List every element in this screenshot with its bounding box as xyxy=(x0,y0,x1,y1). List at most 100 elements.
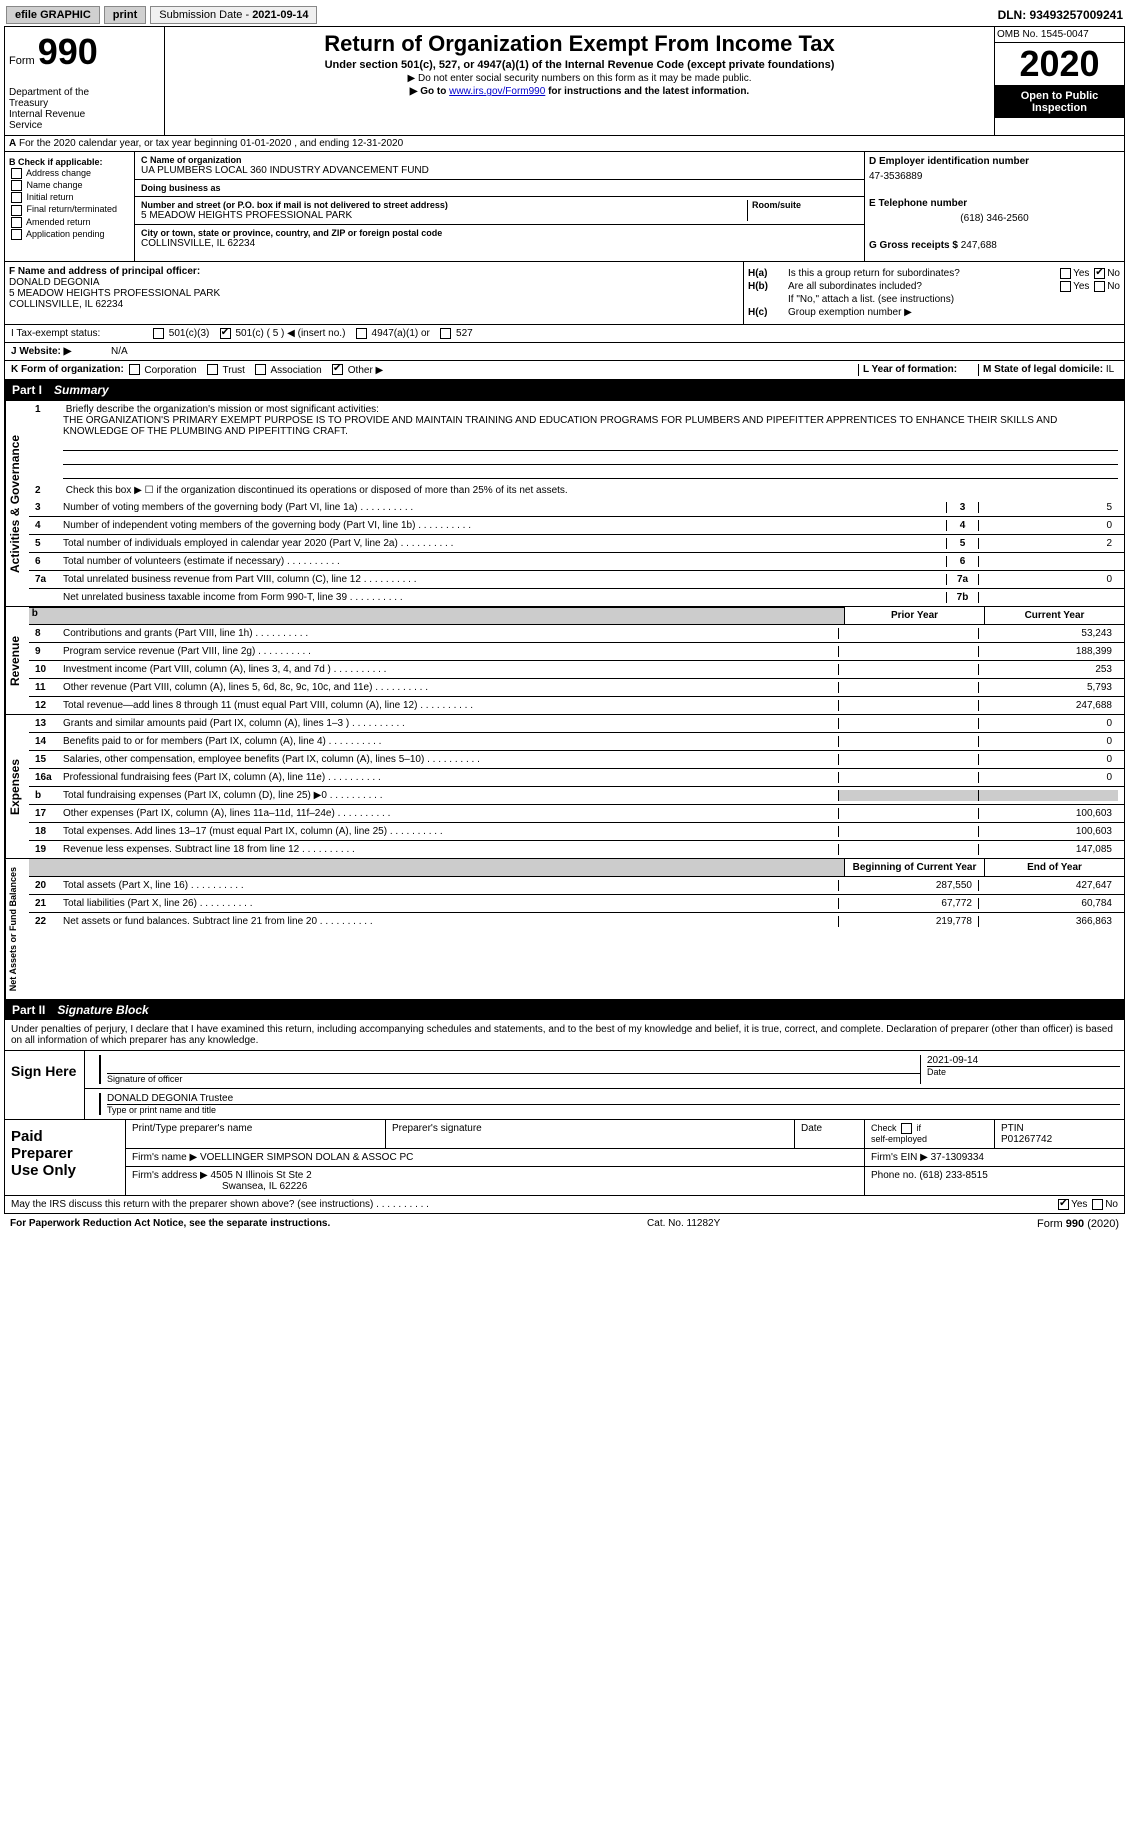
city-value: COLLINSVILLE, IL 62234 xyxy=(141,238,858,249)
l-label: L Year of formation: xyxy=(863,364,957,375)
h-a-no-checkbox[interactable] xyxy=(1094,268,1105,279)
expense-line: 18Total expenses. Add lines 13–17 (must … xyxy=(29,823,1124,841)
checkbox[interactable] xyxy=(11,192,22,203)
no-label: No xyxy=(1107,268,1120,279)
expenses-section: Expenses 13Grants and similar amounts pa… xyxy=(4,715,1125,859)
checkbox[interactable] xyxy=(11,229,22,240)
signature-block: Under penalties of perjury, I declare th… xyxy=(4,1020,1125,1214)
i-checkbox[interactable] xyxy=(440,328,451,339)
footer-form-word: Form xyxy=(1037,1218,1066,1230)
ptin-label: PTIN xyxy=(1001,1123,1024,1134)
k-checkbox[interactable] xyxy=(207,364,218,375)
h-a-yes-checkbox[interactable] xyxy=(1060,268,1071,279)
f-label: F Name and address of principal officer: xyxy=(9,266,200,277)
net-assets-col-headers: Beginning of Current Year End of Year xyxy=(29,859,1124,877)
i-checkbox[interactable] xyxy=(356,328,367,339)
firm-name-value: VOELLINGER SIMPSON DOLAN & ASSOC PC xyxy=(200,1152,413,1163)
firm-name-label: Firm's name ▶ xyxy=(132,1152,197,1163)
form-title: Return of Organization Exempt From Incom… xyxy=(169,31,990,57)
k-checkbox[interactable] xyxy=(255,364,266,375)
ein-value: 47-3536889 xyxy=(869,171,1120,182)
j-label: J Website: ▶ xyxy=(11,346,111,357)
expense-line: 16aProfessional fundraising fees (Part I… xyxy=(29,769,1124,787)
k-checkbox[interactable] xyxy=(129,364,140,375)
checkbox[interactable] xyxy=(11,205,22,216)
footer-right: Form 990 (2020) xyxy=(1037,1218,1119,1230)
form990-link[interactable]: www.irs.gov/Form990 xyxy=(449,86,545,97)
checkbox[interactable] xyxy=(11,168,22,179)
h-b-no-checkbox[interactable] xyxy=(1094,281,1105,292)
department-label: Department of theTreasuryInternal Revenu… xyxy=(9,87,160,131)
discuss-yes-checkbox[interactable] xyxy=(1058,1199,1069,1210)
firm-ein-label: Firm's EIN ▶ xyxy=(871,1152,928,1163)
line-1-label: Briefly describe the organization's miss… xyxy=(66,404,379,415)
h-b-note: If "No," attach a list. (see instruction… xyxy=(788,294,1120,305)
tab-activities-governance: Activities & Governance xyxy=(5,401,29,606)
discuss-yes-label: Yes xyxy=(1071,1199,1087,1210)
net-assets-line: 20Total assets (Part X, line 16)287,5504… xyxy=(29,877,1124,895)
name-title-label: Type or print name and title xyxy=(107,1104,1120,1115)
firm-addr-2: Swansea, IL 62226 xyxy=(222,1181,307,1192)
h-b-text: Are all subordinates included? xyxy=(788,281,1058,292)
part-2-title: Signature Block xyxy=(57,1003,148,1017)
checkbox[interactable] xyxy=(11,180,22,191)
current-year-header: Current Year xyxy=(984,607,1124,624)
column-d-ein-phone: D Employer identification number 47-3536… xyxy=(864,152,1124,261)
discuss-question: May the IRS discuss this return with the… xyxy=(11,1199,1056,1210)
revenue-line: 12Total revenue—add lines 8 through 11 (… xyxy=(29,697,1124,714)
instr2-post: for instructions and the latest informat… xyxy=(548,86,749,97)
gov-line: 4Number of independent voting members of… xyxy=(29,517,1124,535)
dba-label: Doing business as xyxy=(141,183,858,193)
footer-cat-no: Cat. No. 11282Y xyxy=(330,1218,1037,1230)
form-word: Form xyxy=(9,55,35,67)
expense-line: 19Revenue less expenses. Subtract line 1… xyxy=(29,841,1124,858)
h-b-yes-checkbox[interactable] xyxy=(1060,281,1071,292)
tax-year: 2020 xyxy=(995,43,1124,86)
net-assets-section: Net Assets or Fund Balances Beginning of… xyxy=(4,859,1125,1000)
form-subtitle: Under section 501(c), 527, or 4947(a)(1)… xyxy=(169,59,990,71)
gov-line: 3Number of voting members of the governi… xyxy=(29,499,1124,517)
signature-date: 2021-09-14 xyxy=(927,1055,1120,1066)
firm-ein-value: 37-1309334 xyxy=(931,1152,984,1163)
entity-info-grid: B Check if applicable: Address change Na… xyxy=(4,152,1125,262)
i-checkbox[interactable] xyxy=(220,328,231,339)
yes-label-2: Yes xyxy=(1073,281,1089,292)
address-value: 5 MEADOW HEIGHTS PROFESSIONAL PARK xyxy=(141,210,747,221)
firm-phone-value: (618) 233-8515 xyxy=(919,1170,987,1181)
h-b-label: H(b) xyxy=(748,281,788,292)
i-label: I Tax-exempt status: xyxy=(11,328,151,339)
line-k-form-org: K Form of organization: Corporation Trus… xyxy=(4,361,1125,379)
officer-addr2: COLLINSVILLE, IL 62234 xyxy=(9,299,123,310)
instruction-1: ▶ Do not enter social security numbers o… xyxy=(169,73,990,84)
efile-button[interactable]: efile GRAPHIC xyxy=(6,6,100,24)
yes-label: Yes xyxy=(1073,268,1089,279)
tab-net-assets: Net Assets or Fund Balances xyxy=(5,859,29,999)
firm-addr-label: Firm's address ▶ xyxy=(132,1170,208,1181)
i-checkbox[interactable] xyxy=(153,328,164,339)
print-button[interactable]: print xyxy=(104,6,146,24)
part-1-title: Summary xyxy=(54,383,109,397)
paid-preparer-label: PaidPreparerUse Only xyxy=(5,1120,125,1195)
gov-line: 7aTotal unrelated business revenue from … xyxy=(29,571,1124,589)
perjury-statement: Under penalties of perjury, I declare th… xyxy=(5,1020,1124,1050)
telephone-label: E Telephone number xyxy=(869,198,1120,209)
self-employed-check: Check ifself-employed xyxy=(864,1120,994,1148)
tab-revenue: Revenue xyxy=(5,607,29,714)
col-b-item: Amended return xyxy=(9,217,130,228)
city-label: City or town, state or province, country… xyxy=(141,228,858,238)
expense-line: 17Other expenses (Part IX, column (A), l… xyxy=(29,805,1124,823)
expense-line: bTotal fundraising expenses (Part IX, co… xyxy=(29,787,1124,805)
tab-expenses: Expenses xyxy=(5,715,29,858)
column-b-checkboxes: B Check if applicable: Address change Na… xyxy=(5,152,135,261)
mission-text: THE ORGANIZATION'S PRIMARY EXEMPT PURPOS… xyxy=(63,415,1118,437)
part-1-header: Part I Summary xyxy=(4,380,1125,400)
checkbox[interactable] xyxy=(11,217,22,228)
revenue-line: 9Program service revenue (Part VIII, lin… xyxy=(29,643,1124,661)
discuss-no-checkbox[interactable] xyxy=(1092,1199,1103,1210)
sign-here-label: Sign Here xyxy=(5,1051,85,1119)
k-checkbox[interactable] xyxy=(332,364,343,375)
gross-receipts-label: G Gross receipts $ xyxy=(869,240,958,251)
self-employed-checkbox[interactable] xyxy=(901,1123,912,1134)
expense-line: 13Grants and similar amounts paid (Part … xyxy=(29,715,1124,733)
m-label: M State of legal domicile: xyxy=(983,364,1103,375)
